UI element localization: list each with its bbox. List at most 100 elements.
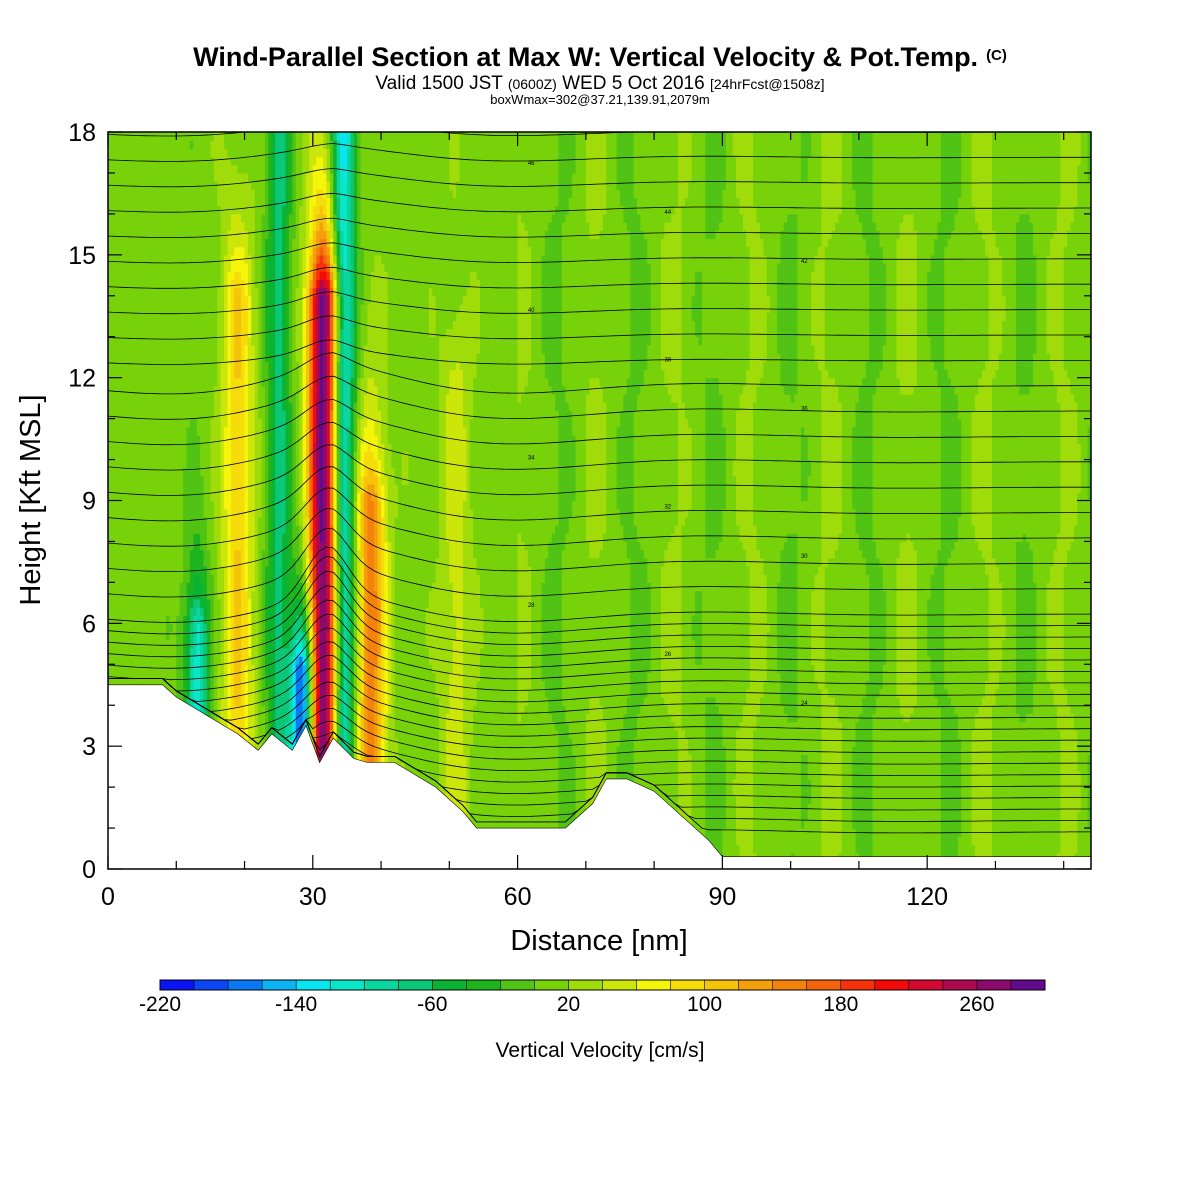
velocity-cell [118,344,123,354]
velocity-cell [247,320,252,330]
velocity-cell [155,361,160,371]
velocity-cell [118,197,123,207]
velocity-cell [186,680,191,690]
velocity-cell [234,672,239,682]
velocity-cell [261,566,266,575]
velocity-cell [179,680,184,690]
velocity-cell [213,525,218,534]
velocity-cell [251,385,256,395]
velocity-cell [111,484,116,493]
velocity-cell [271,688,276,698]
velocity-cell [251,647,256,657]
velocity-cell [261,615,266,624]
velocity-cell [176,549,181,559]
velocity-cell [230,181,235,190]
velocity-cell [125,508,130,518]
velocity-cell [275,525,280,534]
velocity-cell [166,459,171,469]
velocity-cell [172,467,177,477]
velocity-cell [206,263,211,272]
velocity-cell [220,410,225,420]
velocity-cell [189,426,194,436]
velocity-cell [244,467,249,477]
velocity-cell [268,680,273,690]
velocity-cell [241,705,246,715]
velocity-cell [265,451,270,461]
velocity-cell [261,361,266,371]
velocity-cell [176,451,181,461]
velocity-cell [251,148,256,158]
velocity-cell [162,606,167,616]
velocity-cell [172,475,177,485]
velocity-cell [292,328,297,338]
velocity-cell [193,172,198,182]
velocity-cell [138,615,143,624]
velocity-cell [247,475,252,485]
velocity-cell [261,189,266,199]
velocity-cell [247,697,252,706]
velocity-cell [138,385,143,395]
velocity-cell [210,549,215,559]
velocity-cell [142,492,147,502]
velocity-cell [230,385,235,395]
velocity-cell [230,287,235,297]
velocity-cell [172,279,177,289]
velocity-cell [121,459,126,469]
velocity-cell [121,189,126,199]
velocity-cell [176,336,181,346]
velocity-cell [258,197,263,207]
velocity-cell [121,271,126,280]
velocity-cell [183,353,188,362]
velocity-cell [148,508,153,518]
velocity-cell [196,181,201,190]
velocity-cell [200,492,205,502]
velocity-cell [176,467,181,477]
velocity-cell [224,312,229,321]
velocity-cell [125,181,130,190]
velocity-cell [251,246,256,256]
velocity-cell [285,148,290,158]
velocity-cell [186,656,191,665]
velocity-cell [121,475,126,485]
velocity-cell [258,623,263,633]
velocity-cell [278,394,283,403]
velocity-cell [196,410,201,420]
velocity-cell [172,680,177,690]
velocity-cell [128,361,133,371]
velocity-cell [196,312,201,321]
velocity-cell [189,361,194,371]
velocity-cell [159,320,164,330]
velocity-cell [227,140,232,149]
velocity-cell [292,475,297,485]
velocity-cell [172,656,177,665]
velocity-cell [247,181,252,190]
velocity-cell [138,475,143,485]
velocity-cell [261,631,266,641]
velocity-cell [193,590,198,600]
velocity-cell [131,320,136,330]
velocity-cell [183,230,188,240]
velocity-cell [237,615,242,624]
velocity-cell [189,557,194,567]
velocity-cell [155,426,160,436]
velocity-cell [142,484,147,493]
velocity-cell [268,369,273,379]
velocity-cell [261,394,266,403]
velocity-cell [193,336,198,346]
velocity-cell [183,418,188,428]
velocity-cell [111,328,116,338]
velocity-cell [193,213,198,223]
velocity-cell [166,672,171,682]
velocity-cell [203,516,208,526]
velocity-cell [254,418,259,428]
velocity-cell [292,541,297,551]
velocity-cell [203,533,208,543]
velocity-cell [162,238,167,248]
velocity-cell [241,647,246,657]
velocity-cell [196,426,201,436]
velocity-cell [288,197,293,207]
velocity-cell [200,172,205,182]
velocity-cell [247,377,252,387]
velocity-cell [172,688,177,698]
velocity-cell [145,631,150,641]
